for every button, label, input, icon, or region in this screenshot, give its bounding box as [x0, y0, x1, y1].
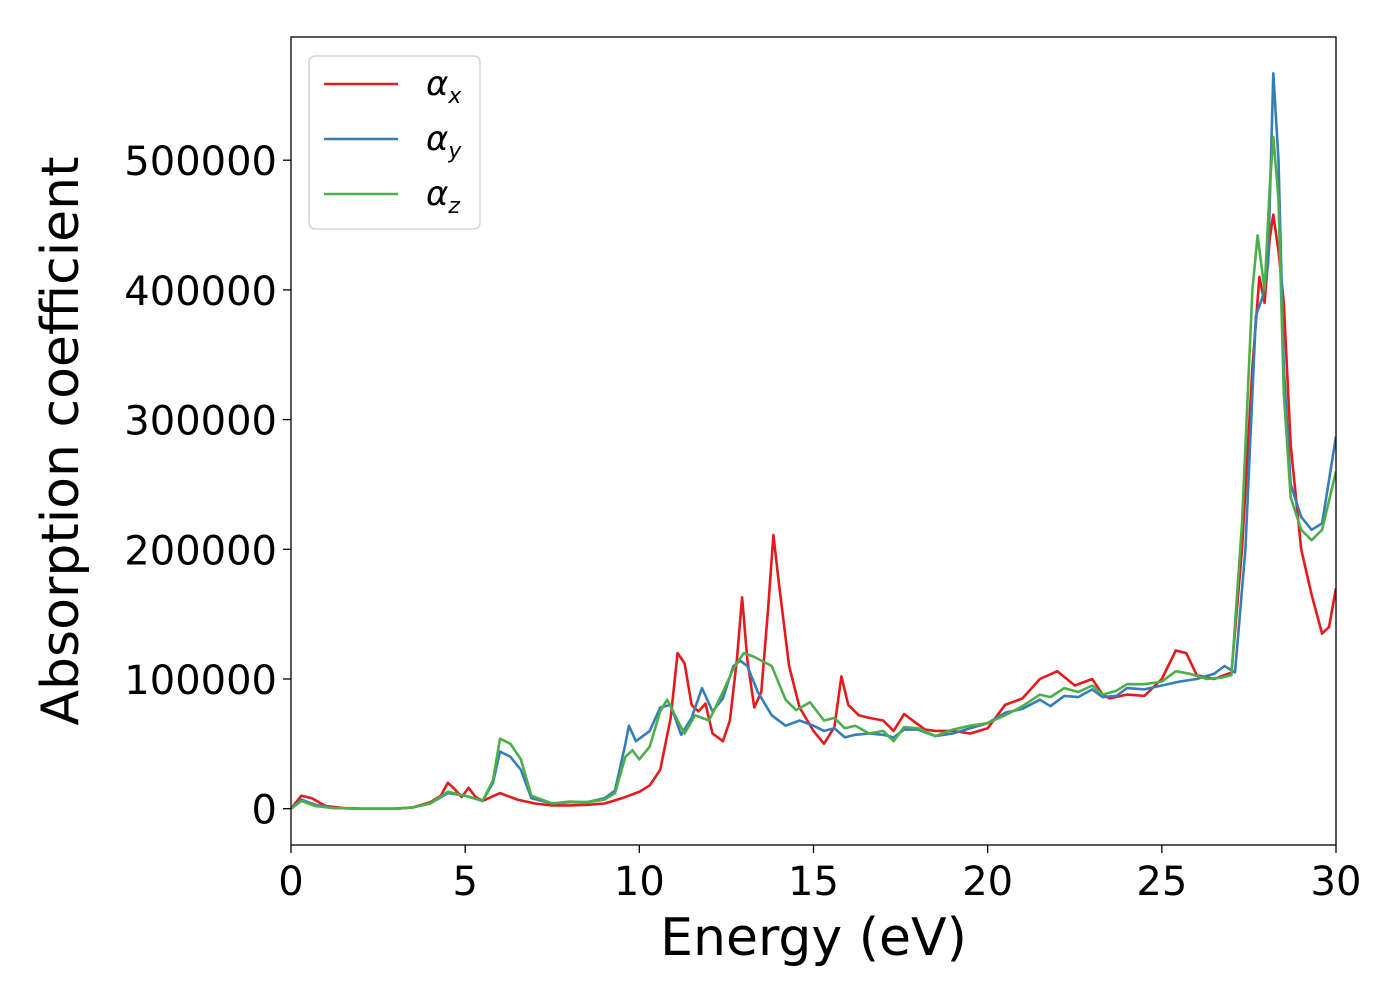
y-tick-label: 400000 [124, 269, 277, 315]
series-line-z [291, 135, 1336, 810]
legend-box [308, 55, 481, 230]
x-tick-label: 0 [278, 859, 303, 905]
y-axis: 0 100000 200000 300000 400000 500000 [124, 139, 291, 834]
series-layer [291, 72, 1336, 810]
legend-label-z: αz [426, 174, 460, 219]
x-tick-label: 20 [962, 859, 1013, 905]
y-tick-label: 100000 [124, 658, 277, 704]
x-tick-label: 25 [1136, 859, 1187, 905]
legend: αx αy αz [308, 55, 481, 230]
legend-label-y: αy [426, 119, 462, 164]
legend-label-x: αx [426, 64, 462, 109]
y-tick-label: 200000 [124, 528, 277, 574]
series-line-y [291, 72, 1336, 810]
x-tick-label: 15 [788, 859, 839, 905]
y-tick-label: 0 [252, 788, 277, 834]
x-axis: 0 5 10 15 20 25 30 [278, 845, 1361, 905]
y-tick-label: 500000 [124, 139, 277, 185]
x-axis-label: Energy (eV) [660, 908, 967, 968]
x-tick-label: 5 [452, 859, 477, 905]
y-axis-label: Absorption coefficient [31, 156, 91, 725]
y-tick-label: 300000 [124, 399, 277, 445]
x-tick-label: 30 [1311, 859, 1362, 905]
x-tick-label: 10 [614, 859, 665, 905]
series-line-x [291, 213, 1336, 810]
